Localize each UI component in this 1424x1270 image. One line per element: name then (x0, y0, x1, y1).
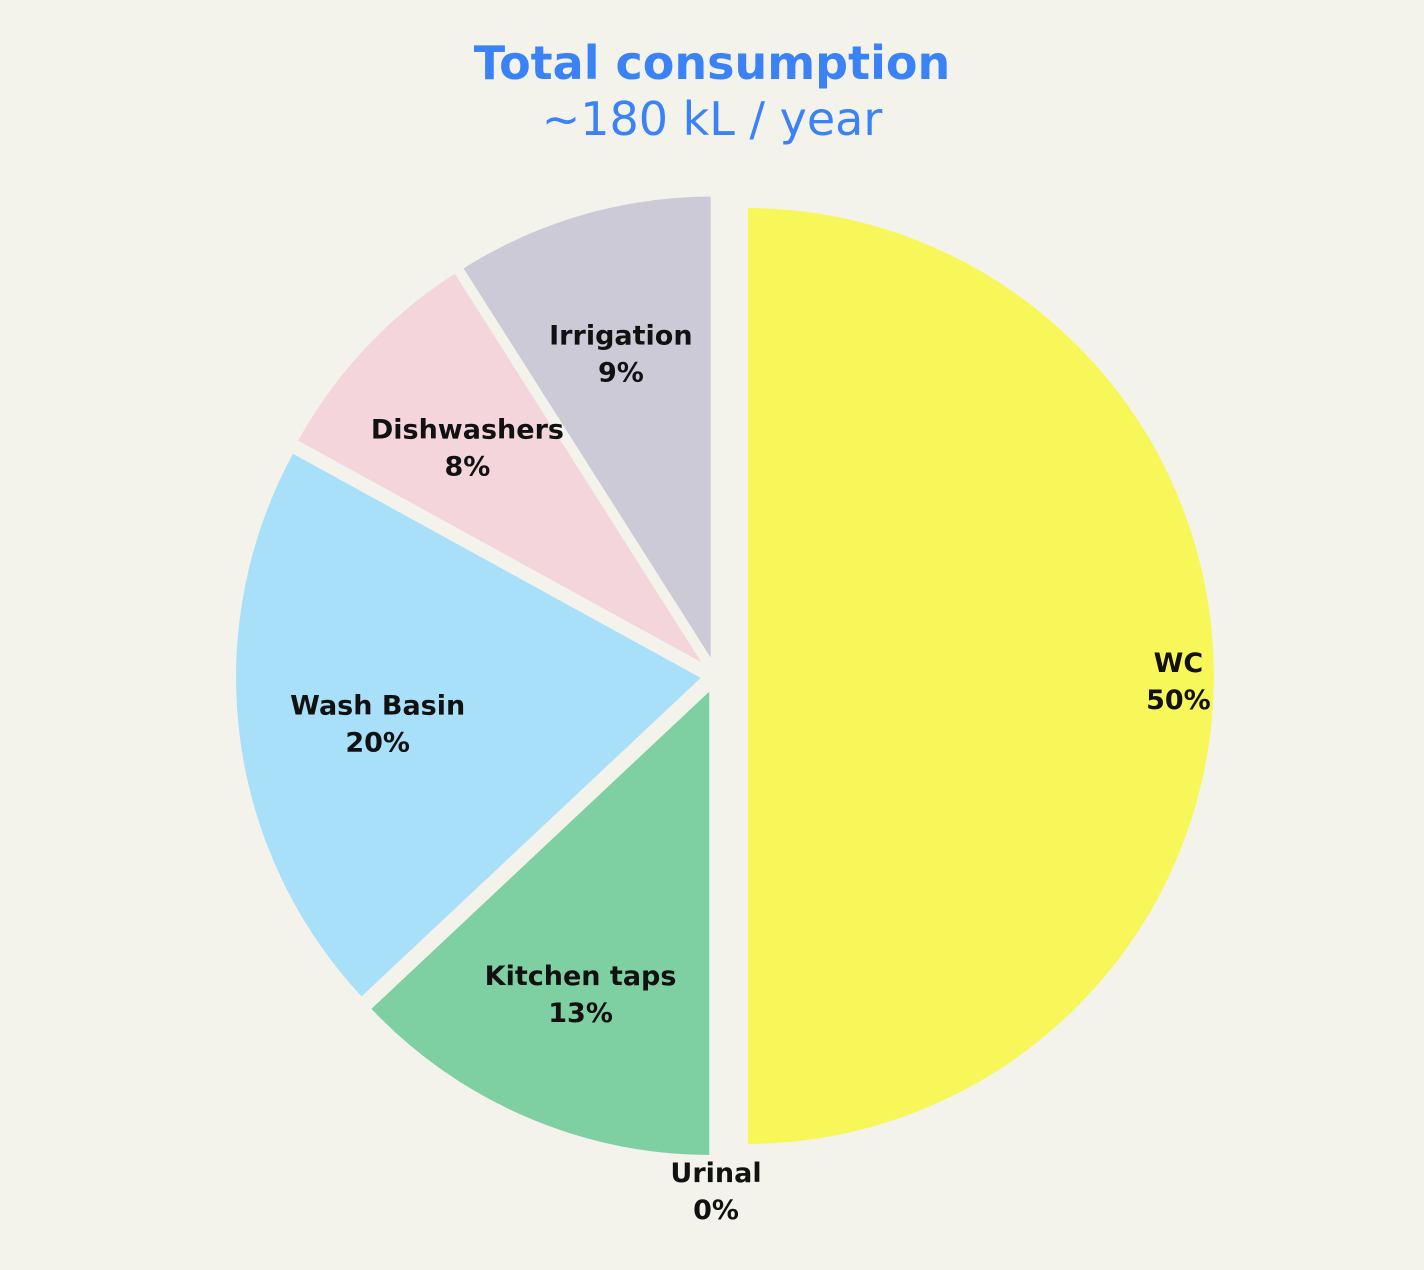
slice-label-urinal: Urinal (670, 1158, 761, 1189)
slice-value-urinal: 0% (693, 1195, 739, 1226)
slice-value-irrigation: 9% (598, 358, 644, 389)
chart-subtitle: ~180 kL / year (541, 92, 883, 146)
slice-label-wash-basin: Wash Basin (290, 691, 465, 722)
pie-slice-irrigation (458, 192, 715, 672)
pie-slice-dishwashers (292, 268, 709, 670)
slice-value-wc: 50% (1146, 685, 1211, 716)
pie-slice-wc (744, 203, 1218, 1149)
pie-slice-wash-basin (232, 448, 708, 1003)
chart-title: Total consumption (473, 36, 951, 90)
slice-value-kitchen-taps: 13% (548, 998, 613, 1029)
slice-label-irrigation: Irrigation (549, 321, 692, 352)
slice-label-wc: WC (1154, 648, 1204, 679)
slice-value-dishwashers: 8% (444, 452, 490, 483)
slice-value-wash-basin: 20% (345, 728, 410, 759)
slice-label-kitchen-taps: Kitchen taps (485, 961, 677, 992)
pie-slice-kitchen-taps (365, 682, 714, 1160)
slice-label-dishwashers: Dishwashers (371, 415, 564, 446)
